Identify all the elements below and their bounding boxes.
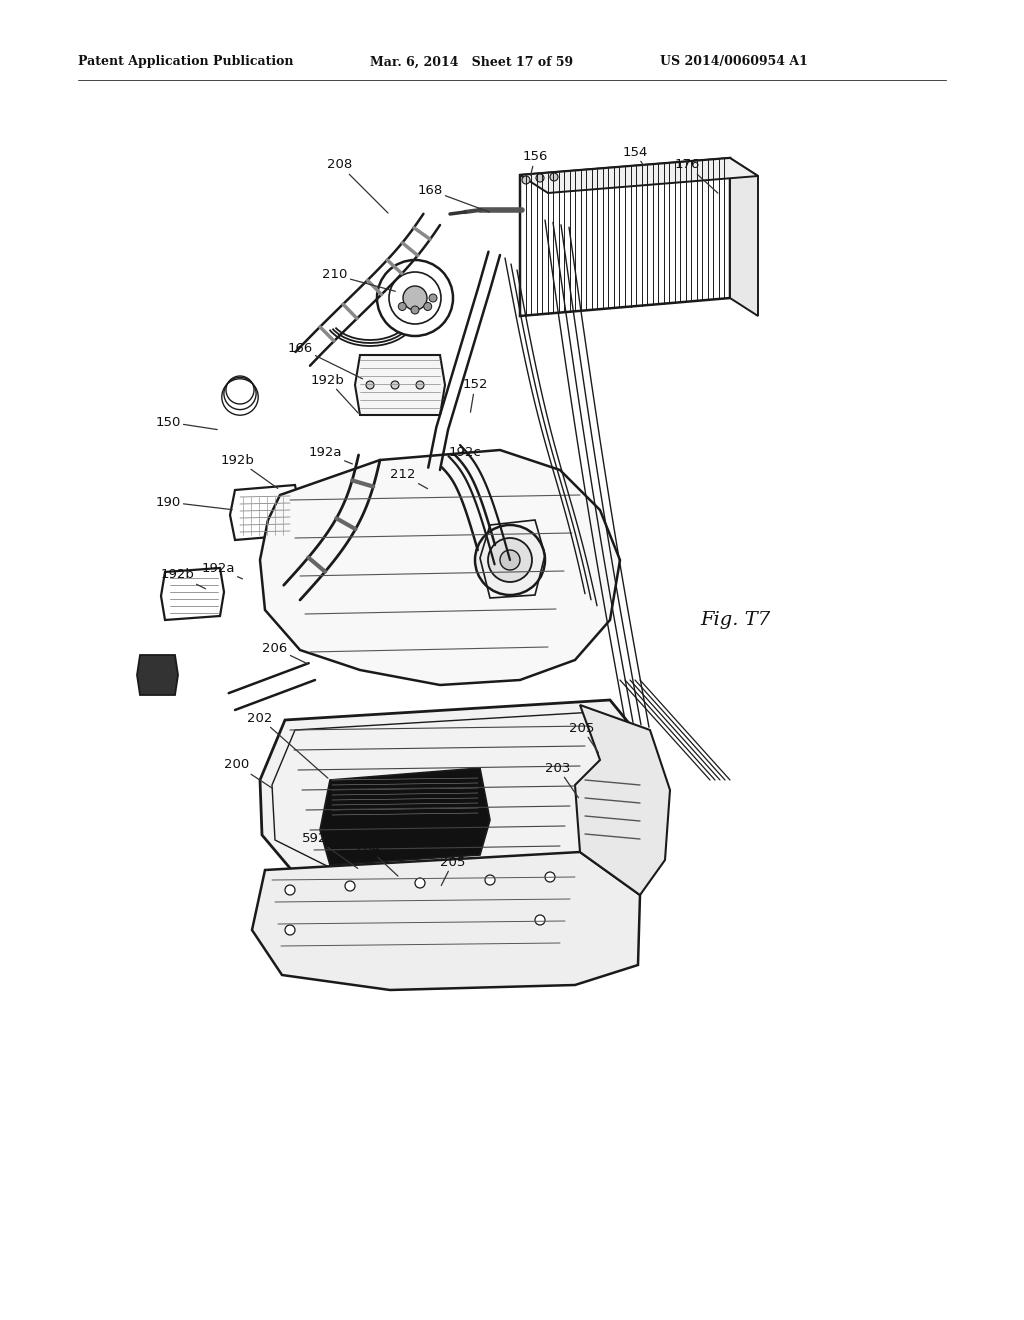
Polygon shape bbox=[319, 768, 490, 865]
Polygon shape bbox=[260, 450, 620, 685]
Text: Patent Application Publication: Patent Application Publication bbox=[78, 55, 294, 69]
Circle shape bbox=[345, 880, 355, 891]
Text: 205: 205 bbox=[569, 722, 598, 752]
Circle shape bbox=[522, 176, 530, 183]
Text: 166: 166 bbox=[288, 342, 362, 379]
Text: 205: 205 bbox=[440, 855, 466, 886]
Text: 212: 212 bbox=[390, 469, 428, 488]
Text: 202: 202 bbox=[248, 711, 328, 779]
Polygon shape bbox=[137, 655, 178, 696]
Text: 592: 592 bbox=[302, 832, 357, 869]
Circle shape bbox=[403, 286, 427, 310]
Circle shape bbox=[545, 873, 555, 882]
Circle shape bbox=[391, 381, 399, 389]
Circle shape bbox=[485, 875, 495, 884]
Text: 150: 150 bbox=[156, 416, 217, 429]
Text: 192b: 192b bbox=[311, 374, 358, 413]
Circle shape bbox=[415, 878, 425, 888]
Text: 192a: 192a bbox=[202, 561, 243, 579]
Polygon shape bbox=[520, 158, 758, 193]
Polygon shape bbox=[252, 851, 640, 990]
Text: 192c: 192c bbox=[449, 446, 481, 462]
Text: 156: 156 bbox=[522, 150, 548, 176]
Text: 190: 190 bbox=[156, 495, 232, 510]
Polygon shape bbox=[230, 484, 300, 540]
Polygon shape bbox=[520, 158, 730, 315]
Text: 176: 176 bbox=[675, 158, 718, 193]
Text: US 2014/0060954 A1: US 2014/0060954 A1 bbox=[660, 55, 808, 69]
Text: 203: 203 bbox=[546, 762, 579, 797]
Text: 154: 154 bbox=[623, 145, 648, 165]
Polygon shape bbox=[730, 158, 758, 315]
Text: 208: 208 bbox=[328, 158, 388, 213]
Text: 192a: 192a bbox=[308, 446, 352, 463]
Text: Mar. 6, 2014   Sheet 17 of 59: Mar. 6, 2014 Sheet 17 of 59 bbox=[370, 55, 573, 69]
Circle shape bbox=[377, 260, 453, 337]
Polygon shape bbox=[161, 568, 224, 620]
Circle shape bbox=[475, 525, 545, 595]
Text: 152: 152 bbox=[462, 379, 487, 412]
Circle shape bbox=[536, 174, 544, 182]
Circle shape bbox=[366, 381, 374, 389]
Polygon shape bbox=[575, 705, 670, 895]
Text: 200: 200 bbox=[224, 759, 272, 788]
Text: 206: 206 bbox=[262, 642, 307, 664]
Circle shape bbox=[411, 306, 419, 314]
Circle shape bbox=[550, 173, 558, 181]
Circle shape bbox=[500, 550, 520, 570]
Circle shape bbox=[285, 884, 295, 895]
Text: 192b: 192b bbox=[221, 454, 278, 488]
Circle shape bbox=[398, 302, 407, 310]
Circle shape bbox=[535, 915, 545, 925]
Text: 192b: 192b bbox=[161, 569, 206, 589]
Text: 210: 210 bbox=[323, 268, 395, 292]
Circle shape bbox=[429, 294, 437, 302]
Text: 204: 204 bbox=[355, 842, 398, 876]
Circle shape bbox=[424, 302, 432, 310]
Text: 168: 168 bbox=[418, 183, 489, 213]
Text: Fig. T7: Fig. T7 bbox=[700, 611, 770, 630]
Polygon shape bbox=[260, 700, 655, 909]
Circle shape bbox=[416, 381, 424, 389]
Circle shape bbox=[285, 925, 295, 935]
Circle shape bbox=[488, 539, 532, 582]
Polygon shape bbox=[355, 355, 445, 414]
